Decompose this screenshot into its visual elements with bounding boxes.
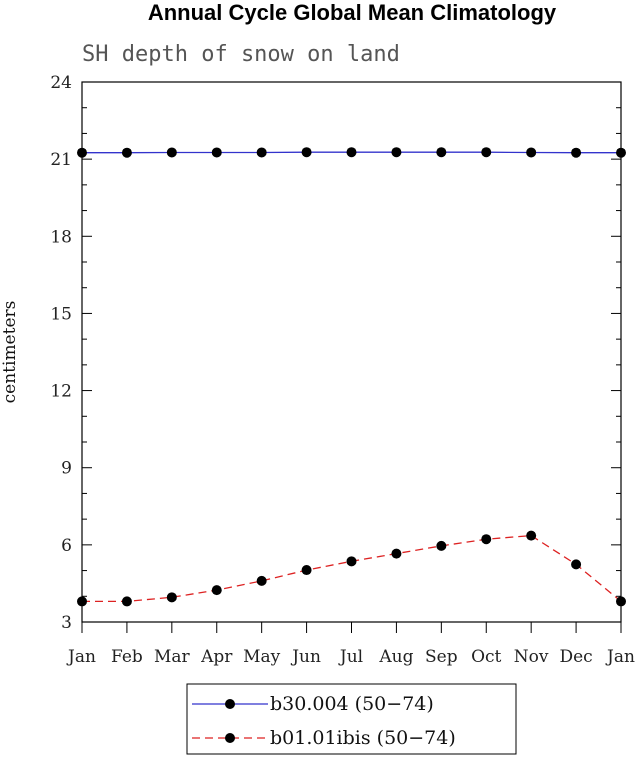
x-tick-label: Oct (471, 647, 501, 667)
series-2 (77, 530, 626, 607)
chart-title: Annual Cycle Global Mean Climatology (148, 0, 557, 25)
series-1 (77, 147, 626, 158)
x-tick-label: Jan (66, 647, 96, 667)
legend-marker-b30 (225, 699, 235, 709)
data-point (571, 147, 582, 158)
data-point (211, 147, 222, 158)
series-layer (77, 147, 626, 607)
data-point (121, 596, 132, 607)
x-tick-label: Dec (559, 647, 592, 667)
y-tick-label: 12 (50, 382, 72, 402)
data-point (526, 147, 537, 158)
data-point (166, 147, 177, 158)
x-tick-label: Aug (378, 647, 413, 667)
y-tick-label: 21 (50, 150, 72, 170)
x-tick-label: Feb (111, 647, 143, 667)
data-point (77, 147, 87, 158)
data-point (436, 147, 447, 158)
y-axis-label: centimeters (0, 301, 20, 404)
data-point (571, 559, 582, 570)
data-point (301, 147, 312, 158)
y-tick-label: 6 (61, 536, 72, 556)
data-point (436, 540, 447, 551)
legend-marker-b01 (225, 733, 235, 743)
x-tick-label: Jun (290, 647, 321, 667)
x-tick-label: Nov (514, 647, 549, 667)
legend: b30.004 (50−74) b01.01ibis (50−74) (186, 683, 517, 755)
data-point (77, 596, 87, 607)
x-tick-label: May (243, 647, 281, 667)
series-line (82, 534, 622, 603)
data-point (166, 592, 177, 603)
data-point (391, 147, 402, 158)
data-point (346, 147, 357, 158)
data-point (346, 556, 357, 567)
x-tick-label: Jan (605, 647, 635, 667)
data-point (481, 534, 492, 545)
x-tick-label: Jul (338, 647, 363, 667)
data-point (526, 530, 537, 541)
data-point (211, 585, 222, 596)
plot-frame (81, 81, 622, 623)
data-point (616, 147, 626, 158)
legend-box (186, 683, 517, 755)
y-tick-label: 3 (61, 613, 72, 633)
y-tick-label: 24 (50, 73, 72, 93)
x-tick-label: Apr (200, 647, 233, 667)
chart-subtitle: SH depth of snow on land (82, 42, 400, 67)
data-point (391, 548, 402, 559)
data-point (481, 147, 492, 158)
legend-label-b01: b01.01ibis (50−74) (270, 727, 456, 749)
x-tick-label: Sep (425, 647, 458, 667)
legend-label-b30: b30.004 (50−74) (270, 693, 434, 715)
axis-ticks: 3 6 9 12 15 18 21 24 Jan Feb Mar Apr May Jun Jul Aug Sep… (50, 73, 635, 667)
data-point (301, 565, 312, 576)
y-tick-label: 18 (50, 227, 72, 247)
data-point (121, 147, 132, 158)
x-tick-label: Mar (154, 647, 191, 667)
data-point (616, 596, 626, 607)
data-point (256, 575, 267, 586)
y-tick-label: 15 (50, 304, 72, 324)
data-point (256, 147, 267, 158)
y-tick-label: 9 (61, 459, 72, 479)
